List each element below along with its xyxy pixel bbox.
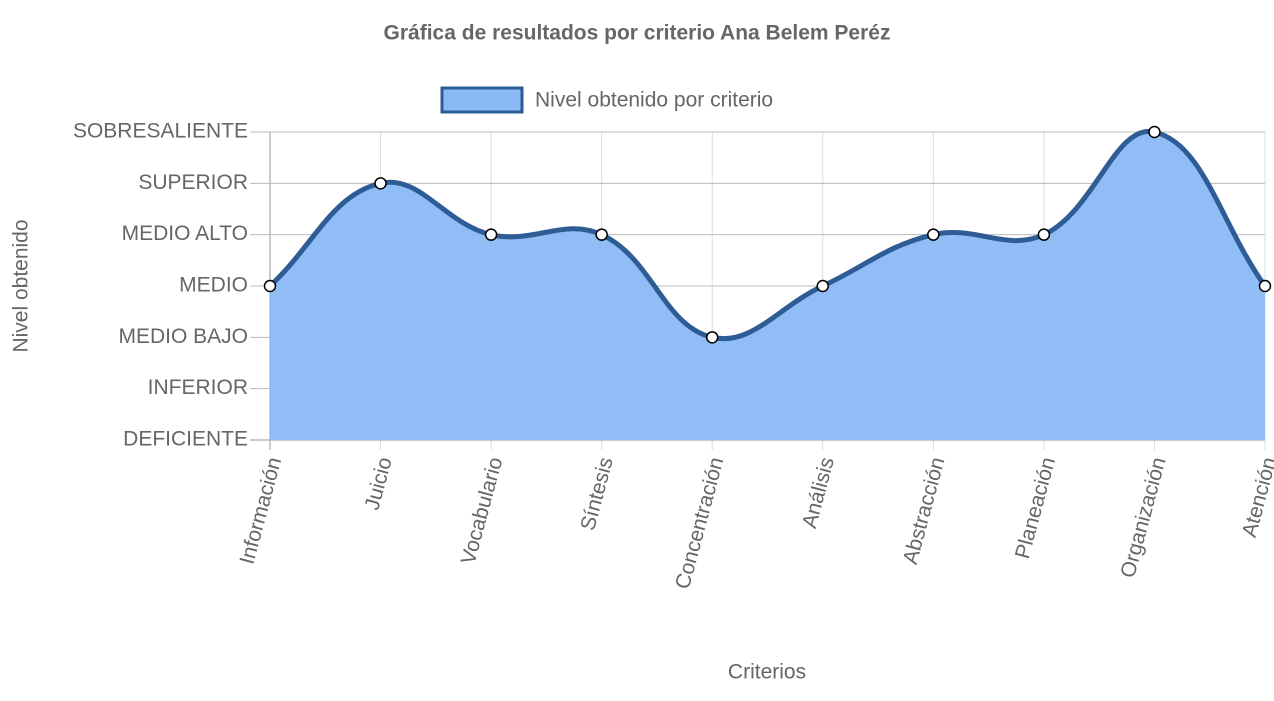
x-tick-label: Organización <box>1116 455 1170 580</box>
x-tick-label: Síntesis <box>576 455 618 533</box>
y-tick-label: SOBRESALIENTE <box>73 120 248 143</box>
point <box>816 279 830 293</box>
x-axis-title: Criterios <box>728 661 806 684</box>
line <box>268 128 1268 342</box>
point <box>374 177 387 190</box>
y-tick-label: SUPERIOR <box>138 171 248 194</box>
x-tick-label: Información <box>236 455 287 567</box>
x-tick-label: Juicio <box>361 455 397 513</box>
point <box>484 228 498 241</box>
point <box>927 228 940 241</box>
x-tick-label: Planeación <box>1011 455 1060 561</box>
y-tick-label: DEFICIENTE <box>123 428 248 451</box>
point <box>1037 228 1051 241</box>
point <box>705 331 719 344</box>
x-tick-label: Abstracción <box>899 455 950 567</box>
x-tick-label: Vocabulario <box>457 455 508 567</box>
x-tick-label: Análisis <box>798 455 839 531</box>
y-tick-label: INFERIOR <box>148 376 248 399</box>
legend-swatch <box>440 86 524 114</box>
y-tick-label: MEDIO BAJO <box>118 325 248 348</box>
y-tick-label: MEDIO ALTO <box>122 222 248 245</box>
area-fill <box>270 131 1265 440</box>
point <box>595 228 608 241</box>
x-tick-label: Concentración <box>671 455 728 592</box>
x-tick-label: Atención <box>1238 455 1274 540</box>
chart-title: Gráfica de resultados por criterio Ana B… <box>384 22 891 45</box>
legend-label: Nivel obtenido por criterio <box>535 89 773 112</box>
y-axis-title: Nivel obtenido <box>10 219 33 352</box>
point <box>1148 125 1161 139</box>
y-tick-label: MEDIO <box>179 274 248 297</box>
point <box>1258 279 1272 293</box>
point <box>263 279 277 293</box>
